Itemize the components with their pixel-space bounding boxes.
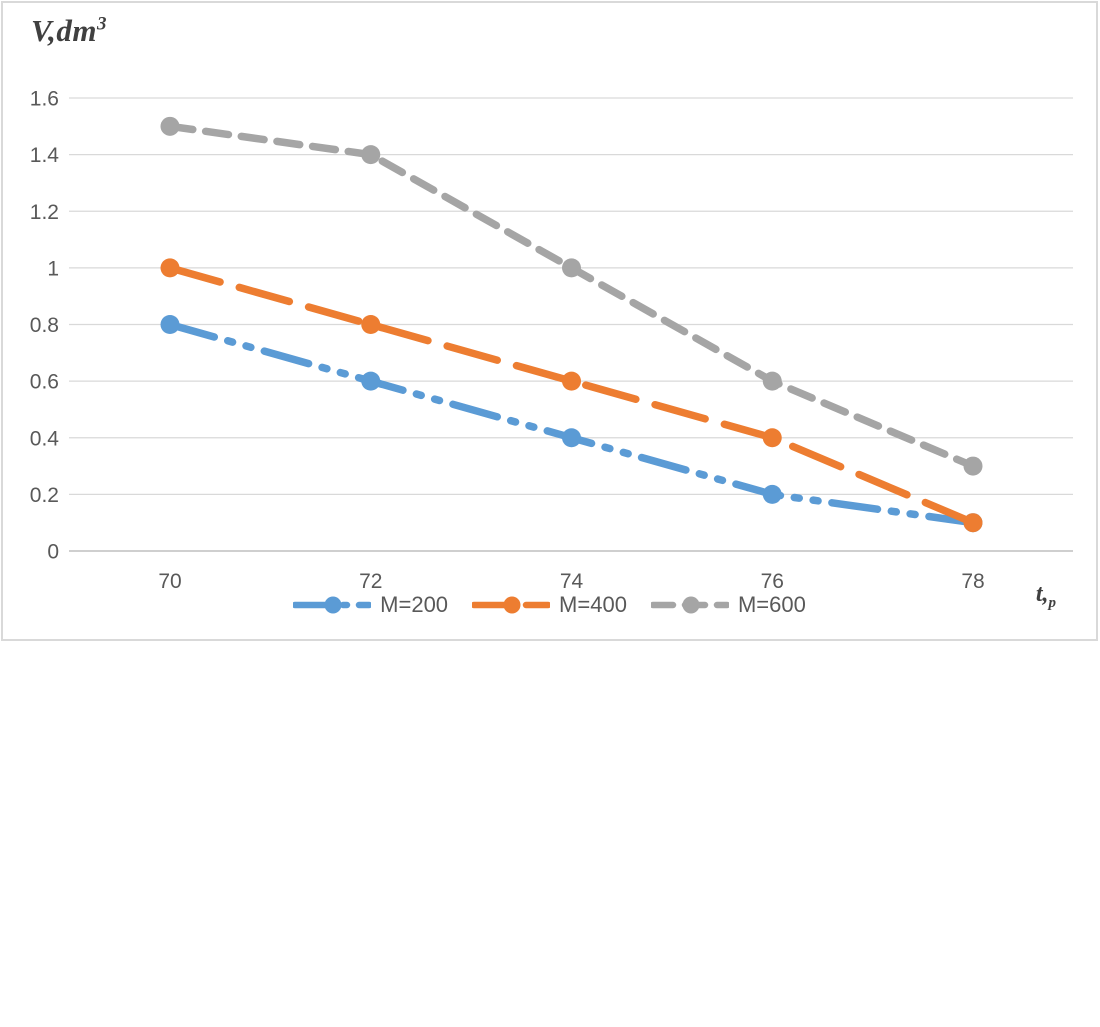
legend-marker-m400 bbox=[503, 596, 521, 614]
y-tick-label: 0.4 bbox=[30, 427, 60, 450]
data-point-marker-m200 bbox=[562, 428, 581, 448]
legend: M=200 M=400 M=600 bbox=[3, 592, 1096, 618]
y-tick-label: 0.2 bbox=[30, 484, 59, 507]
legend-label-m200: M=200 bbox=[380, 592, 449, 617]
data-point-marker-m600 bbox=[361, 145, 381, 165]
series-line-m600 bbox=[166, 122, 977, 470]
series-line-m400 bbox=[166, 264, 977, 527]
data-point-marker-m600 bbox=[963, 456, 983, 476]
data-point-marker-m400 bbox=[160, 258, 180, 278]
chart-title-text: V,dm bbox=[31, 13, 98, 48]
y-tick-label: 1.6 bbox=[30, 88, 59, 111]
legend-line-sample-m200 bbox=[293, 596, 372, 614]
legend-label-m400: M=400 bbox=[559, 592, 627, 617]
x-tick-label: 72 bbox=[359, 570, 382, 593]
series-m600 bbox=[160, 116, 983, 476]
y-tick-label: 1 bbox=[47, 257, 59, 280]
legend-item-m600: M=600 bbox=[650, 592, 806, 618]
legend-line-sample-m400 bbox=[472, 596, 551, 614]
x-tick-label: 76 bbox=[761, 570, 784, 593]
x-axis-label: t,p bbox=[1035, 581, 1057, 611]
legend-marker-m600 bbox=[682, 596, 700, 614]
data-point-marker-m600 bbox=[160, 116, 180, 136]
plot-area: 0 0.2 0.4 0.6 0.8 1 1.2 1.4 1.6 70 72 74 76 78 bbox=[30, 88, 1073, 593]
data-point-marker-m400 bbox=[762, 428, 782, 448]
legend-label-m600: M=600 bbox=[737, 592, 806, 617]
data-point-marker-m200 bbox=[762, 484, 782, 504]
data-point-marker-m200 bbox=[361, 371, 381, 391]
data-point-marker-m200 bbox=[160, 315, 180, 334]
x-axis-tick-labels: 70 72 74 76 78 bbox=[158, 570, 984, 593]
y-tick-label: 0 bbox=[47, 541, 59, 564]
chart-title-superscript: 3 bbox=[97, 13, 108, 35]
legend-item-m200: M=200 bbox=[293, 592, 448, 618]
y-tick-label: 0.8 bbox=[30, 314, 59, 337]
data-point-marker-m600 bbox=[562, 258, 581, 278]
legend-marker-m200 bbox=[324, 596, 342, 614]
y-tick-label: 1.2 bbox=[30, 201, 59, 224]
y-tick-label: 1.4 bbox=[30, 144, 60, 167]
series-m200 bbox=[160, 315, 983, 533]
x-axis-label-subscript: p bbox=[1048, 594, 1057, 611]
chart-frame: V,dm3 0 0.2 0.4 0.6 0.8 1 1.2 1.4 1.6 70 72 74 76 78 … bbox=[1, 1, 1098, 641]
data-point-marker-m400 bbox=[562, 371, 581, 391]
y-tick-label: 0.6 bbox=[30, 371, 59, 394]
x-tick-label: 74 bbox=[560, 570, 584, 593]
legend-item-m400: M=400 bbox=[472, 592, 627, 618]
legend-line-sample-m600 bbox=[650, 596, 729, 614]
series-m400 bbox=[160, 258, 983, 533]
chart-title: V,dm3 bbox=[31, 13, 107, 49]
series-line-m200 bbox=[166, 320, 977, 527]
x-axis-label-text: t, bbox=[1035, 581, 1049, 607]
data-point-marker-m400 bbox=[963, 513, 983, 533]
data-point-marker-m400 bbox=[361, 315, 381, 334]
gridlines bbox=[69, 97, 1073, 552]
x-tick-label: 70 bbox=[158, 570, 181, 593]
data-point-marker-m600 bbox=[762, 371, 782, 391]
y-axis-tick-labels: 0 0.2 0.4 0.6 0.8 1 1.2 1.4 1.6 bbox=[30, 88, 60, 564]
x-tick-label: 78 bbox=[961, 570, 984, 593]
